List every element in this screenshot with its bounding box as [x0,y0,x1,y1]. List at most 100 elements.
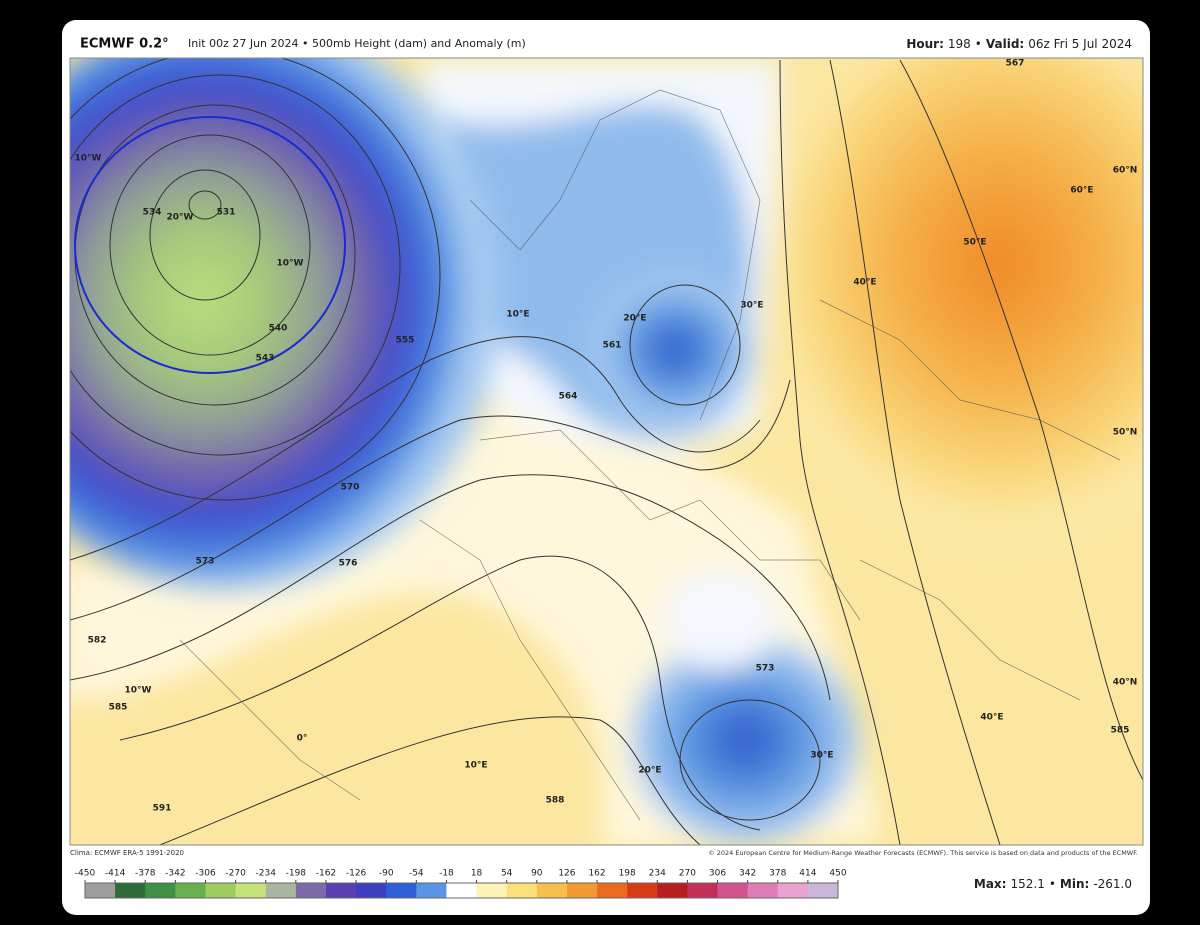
colorbar-segment [476,883,508,898]
colorbar-label: 18 [471,869,483,879]
colorbar-label: -306 [195,869,216,879]
colorbar-segment [536,883,568,898]
map-label: 591 [153,804,172,814]
model-name: ECMWF 0.2° [80,37,169,52]
max-value: 152.1 [1010,877,1044,891]
map-label: 561 [603,341,622,351]
colorbar-segment [566,883,598,898]
valid-value: 06z Fri 5 Jul 2024 [1028,37,1132,51]
max-label: Max: [974,877,1007,891]
colorbar-segment [325,883,357,898]
copyright: © 2024 European Centre for Medium-Range … [708,849,1138,857]
colorbar-segment [205,883,237,898]
colorbar-label: -378 [135,869,156,879]
clima-note: Clima: ECMWF ERA-5 1991-2020 [70,849,184,857]
colorbar-label: 126 [558,869,575,879]
map-label: 50°N [1113,428,1138,438]
map-label: 534 [143,208,162,218]
map-label: 50°E [963,238,986,248]
map-label: 10°W [277,259,304,269]
map-label: 576 [339,559,358,569]
colorbar-segment [747,883,779,898]
colorbar-segment [265,883,297,898]
map-label: 0° [297,734,308,744]
colorbar-label: -162 [316,869,336,879]
colorbar-label: -414 [105,869,126,879]
colorbar-label: -18 [439,869,454,879]
min-label: Min: [1060,877,1089,891]
colorbar-segment [597,883,628,898]
colorbar-label: 270 [679,869,696,879]
map: 10°W 20°W 10°W 10°E 20°E 30°E 40°E 50°E 60°E 60°N… [70,58,1143,845]
separator: • [1049,877,1056,891]
min-value: -261.0 [1093,877,1132,891]
colorbar-label: -270 [225,869,246,879]
colorbar-segment [416,883,447,898]
colorbar-segment [627,883,658,898]
map-label: 30°E [810,751,833,761]
colorbar-segment [386,883,417,898]
map-label: 567 [1006,59,1025,69]
map-label: 582 [88,636,107,646]
map-label: 10°W [125,686,152,696]
colorbar-segment [506,883,538,898]
separator: • [975,37,982,51]
map-label: 60°N [1113,166,1138,176]
run-info: Init 00z 27 Jun 2024 • 500mb Height (dam… [188,37,526,50]
colorbar-segment [807,883,839,898]
map-label: 20°E [638,766,661,776]
hour-label: Hour: [906,37,944,51]
map-label: 573 [756,664,775,674]
colorbar-label: 414 [799,869,816,879]
map-label: 585 [109,703,128,713]
colorbar-label: 342 [739,869,756,879]
map-label: 20°W [167,213,194,223]
colorbar-label: -234 [256,869,277,879]
colorbar-segment [777,883,809,898]
colorbar-segment [145,883,176,898]
valid-label: Valid: [986,37,1024,51]
colorbar-label: -198 [286,869,307,879]
colorbar-label: 54 [501,869,513,879]
colorbar-label: 90 [531,869,543,879]
colorbar-label: -54 [409,869,424,879]
colorbar-label: 234 [649,869,666,879]
colorbar-label: 306 [709,869,726,879]
hour-value: 198 [948,37,971,51]
map-label: 20°E [623,314,646,324]
map-label: 585 [1111,726,1130,736]
colorbar-segment [687,883,719,898]
colorbar-label: 450 [829,869,846,879]
map-label: 10°W [75,154,102,164]
map-label: 543 [256,354,275,364]
map-label: 588 [546,796,565,806]
colorbar-label: 198 [619,869,636,879]
map-label: 570 [341,483,360,493]
colorbar-label: -126 [346,869,367,879]
map-label: 10°E [464,761,487,771]
colorbar-segment [235,883,267,898]
colorbar-label: -90 [379,869,394,879]
colorbar-segment [356,883,387,898]
colorbar-frame [84,882,839,899]
valid-info: Hour: 198 • Valid: 06z Fri 5 Jul 2024 [906,37,1132,51]
colorbar-segment [115,883,146,898]
colorbar-segment [717,883,749,898]
colorbar-segment [85,883,116,898]
colorbar-segment [175,883,206,898]
colorbar-label: 162 [588,869,605,879]
map-label: 531 [217,208,236,218]
colorbar-segment [295,883,327,898]
colorbar-label: -450 [75,869,96,879]
map-label: 30°E [740,301,763,311]
colorbar-segment [657,883,688,898]
max-min: Max: 152.1 • Min: -261.0 [974,877,1132,891]
map-label: 40°N [1113,678,1138,688]
map-label: 10°E [506,310,529,320]
map-label: 540 [269,324,288,334]
map-label: 40°E [980,713,1003,723]
map-label: 564 [559,392,578,402]
colorbar: -450 -414 -378 -342 -306 -270 -234 -198 -162 -126… [75,869,847,899]
map-label: 60°E [1070,186,1093,196]
